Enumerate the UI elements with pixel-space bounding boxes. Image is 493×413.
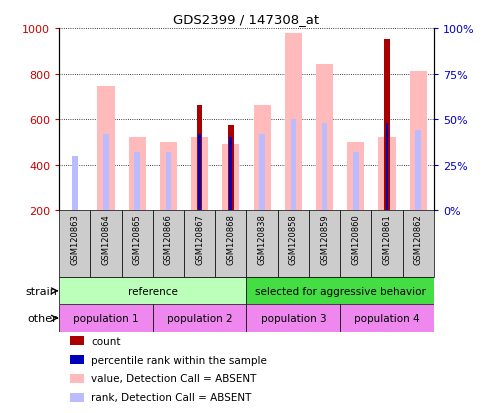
Bar xyxy=(103,134,109,211)
Text: GSM120866: GSM120866 xyxy=(164,214,173,265)
Bar xyxy=(410,72,427,211)
Bar xyxy=(98,87,114,211)
Bar xyxy=(197,106,203,211)
Bar xyxy=(166,152,171,211)
FancyBboxPatch shape xyxy=(246,211,278,278)
Bar xyxy=(384,40,390,211)
Bar xyxy=(259,134,265,211)
Bar xyxy=(198,134,201,211)
Text: GSM120868: GSM120868 xyxy=(226,214,235,265)
Bar xyxy=(129,138,146,211)
Bar xyxy=(70,393,83,402)
Bar xyxy=(222,145,240,211)
Bar xyxy=(347,142,364,211)
Bar xyxy=(353,152,358,211)
Text: GSM120838: GSM120838 xyxy=(258,214,267,265)
Bar xyxy=(70,374,83,383)
FancyBboxPatch shape xyxy=(246,278,434,305)
Bar xyxy=(253,106,271,211)
FancyBboxPatch shape xyxy=(59,278,246,305)
FancyBboxPatch shape xyxy=(403,211,434,278)
Bar xyxy=(72,156,77,211)
Text: selected for aggressive behavior: selected for aggressive behavior xyxy=(255,286,425,296)
Bar xyxy=(197,138,203,211)
Bar xyxy=(70,355,83,364)
Text: other: other xyxy=(28,313,58,323)
FancyBboxPatch shape xyxy=(340,211,371,278)
Bar xyxy=(228,138,234,211)
Bar xyxy=(160,142,177,211)
Text: value, Detection Call = ABSENT: value, Detection Call = ABSENT xyxy=(91,374,256,384)
Text: GSM120859: GSM120859 xyxy=(320,214,329,265)
FancyBboxPatch shape xyxy=(215,211,246,278)
Text: rank, Detection Call = ABSENT: rank, Detection Call = ABSENT xyxy=(91,392,251,402)
Bar xyxy=(191,138,208,211)
Text: reference: reference xyxy=(128,286,178,296)
Bar xyxy=(316,65,333,211)
Text: count: count xyxy=(91,336,120,346)
Text: GSM120862: GSM120862 xyxy=(414,214,423,265)
Bar xyxy=(228,126,234,211)
Bar xyxy=(70,336,83,345)
Text: percentile rank within the sample: percentile rank within the sample xyxy=(91,355,267,365)
FancyBboxPatch shape xyxy=(309,211,340,278)
Text: population 4: population 4 xyxy=(354,313,420,323)
Text: GSM120864: GSM120864 xyxy=(102,214,110,265)
Text: GSM120865: GSM120865 xyxy=(133,214,141,265)
FancyBboxPatch shape xyxy=(59,305,153,332)
FancyBboxPatch shape xyxy=(184,211,215,278)
Text: GSM120860: GSM120860 xyxy=(352,214,360,265)
Bar xyxy=(379,138,395,211)
Bar xyxy=(135,152,140,211)
FancyBboxPatch shape xyxy=(153,211,184,278)
FancyBboxPatch shape xyxy=(340,305,434,332)
FancyBboxPatch shape xyxy=(153,305,246,332)
Bar xyxy=(322,123,327,211)
Text: GSM120861: GSM120861 xyxy=(383,214,391,265)
Text: strain: strain xyxy=(26,286,58,296)
Text: population 3: population 3 xyxy=(260,313,326,323)
Text: population 2: population 2 xyxy=(167,313,233,323)
FancyBboxPatch shape xyxy=(246,305,340,332)
Text: GSM120858: GSM120858 xyxy=(289,214,298,265)
Bar xyxy=(229,138,232,211)
Bar xyxy=(416,131,421,211)
FancyBboxPatch shape xyxy=(59,211,90,278)
Title: GDS2399 / 147308_at: GDS2399 / 147308_at xyxy=(174,13,319,26)
Bar xyxy=(386,123,388,211)
Text: GSM120863: GSM120863 xyxy=(70,214,79,265)
FancyBboxPatch shape xyxy=(371,211,403,278)
Bar xyxy=(285,33,302,211)
Text: GSM120867: GSM120867 xyxy=(195,214,204,265)
Text: population 1: population 1 xyxy=(73,313,139,323)
FancyBboxPatch shape xyxy=(278,211,309,278)
Bar xyxy=(290,120,296,211)
FancyBboxPatch shape xyxy=(122,211,153,278)
FancyBboxPatch shape xyxy=(90,211,122,278)
